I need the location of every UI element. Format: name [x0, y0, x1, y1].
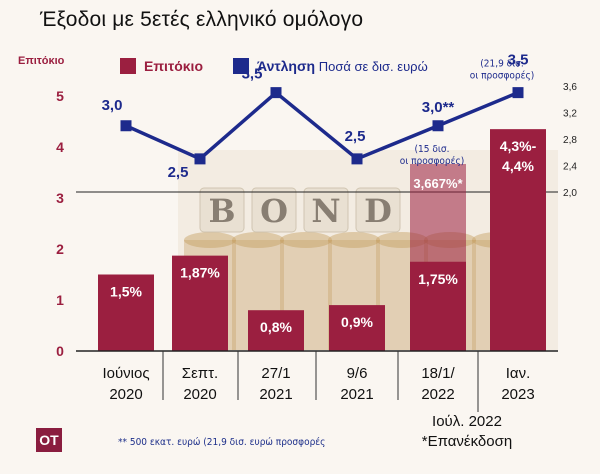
letter-block	[303, 187, 349, 233]
chart-title: Έξοδοι με 5ετές ελληνικό ομόλογο	[40, 8, 364, 31]
x-category-label: Ιούνιος	[102, 365, 149, 382]
x-category-label: 2021	[340, 386, 373, 403]
letter-block-glyph: D	[364, 192, 392, 230]
letter-block-glyph: O	[260, 192, 288, 230]
left-axis-tick-label: 4	[56, 139, 64, 155]
bar	[410, 261, 466, 351]
x-category-label: 2022	[421, 386, 454, 403]
x-category-label: 27/1	[261, 365, 290, 382]
amount-point	[194, 153, 206, 165]
amount-value-label: 3,0	[102, 97, 123, 114]
amount-value-label: 2,5	[168, 164, 189, 181]
left-axis-tick-label: 3	[56, 190, 64, 206]
bar-label-reissue: 3,667%*	[413, 176, 463, 191]
bar	[490, 129, 546, 351]
amount-note: οι προσφορές)	[400, 155, 465, 167]
bar-value-label: 0,8%	[260, 319, 292, 335]
x-category-extra-label: Ιούλ. 2022	[432, 413, 502, 430]
bar-value-label: 1,5%	[110, 284, 142, 300]
amount-point	[120, 120, 132, 132]
bar-value-label: 4,3%-	[500, 138, 537, 154]
amount-value-label: 3,5	[508, 52, 529, 69]
amount-note: οι προσφορές)	[470, 70, 535, 82]
bar	[98, 274, 154, 351]
bar	[329, 305, 385, 351]
right-axis-tick-label: 2,0	[563, 188, 577, 199]
legend-swatch-amount	[233, 58, 249, 74]
x-category-label: Σεπτ.	[182, 365, 218, 382]
left-axis-tick-label: 2	[56, 241, 64, 257]
left-axis-tick-label: 5	[56, 88, 64, 104]
amount-point	[351, 153, 363, 165]
coin-stack-top	[232, 232, 284, 248]
bar	[248, 310, 304, 351]
bar-value-label: 4,4%	[502, 158, 534, 174]
left-axis-tick-label: 0	[56, 343, 64, 359]
letter-block	[199, 187, 245, 233]
amount-note: (21,9 δισ.	[480, 59, 524, 70]
amount-point	[512, 87, 524, 99]
left-axis-title: Επιτόκιο	[18, 55, 65, 67]
bar-value-label: 1,75%	[418, 271, 458, 287]
x-category-label: 9/6	[347, 365, 368, 382]
amount-point	[432, 120, 444, 132]
coin-stack-top	[328, 232, 380, 248]
bar	[172, 255, 228, 351]
letter-block-glyph: N	[311, 192, 340, 230]
legend-label-rate: Επιτόκιο	[144, 58, 203, 74]
right-axis-tick-label: 3,2	[563, 109, 577, 120]
x-category-label: 2023	[501, 386, 534, 403]
letter-block	[355, 187, 401, 233]
amount-value-label: 3,5	[242, 66, 263, 83]
letter-block	[251, 187, 297, 233]
bar-value-label: 1,87%	[180, 265, 220, 281]
letter-block-glyph: B	[208, 192, 235, 230]
coin-stack-top	[184, 232, 236, 248]
bar-value-label: 0,9%	[341, 314, 373, 330]
right-axis-tick-label: 2,8	[563, 135, 577, 146]
amount-point	[270, 87, 282, 99]
ot-logo: OT	[36, 428, 62, 452]
amount-value-label: 3,0**	[422, 99, 455, 116]
legend-swatch-rate	[120, 58, 136, 74]
x-category-label: 2020	[109, 386, 142, 403]
right-axis-tick-label: 3,6	[563, 82, 577, 93]
x-category-label: 2020	[183, 386, 216, 403]
right-axis-tick-label: 2,4	[563, 162, 577, 173]
legend-label-amount: Άντληση Ποσά σε δισ. ευρώ	[257, 58, 428, 74]
x-category-extra-label: *Επανέκδοση	[422, 433, 512, 450]
amount-value-label: 2,5	[345, 128, 366, 145]
amount-note: (15 δισ.	[415, 144, 450, 155]
coin-stack-top	[280, 232, 332, 248]
left-axis-tick-label: 1	[56, 292, 64, 308]
footnote: ** 500 εκατ. ευρώ (21,9 δισ. ευρώ προσφο…	[118, 437, 326, 448]
x-category-label: Ιαν.	[506, 365, 531, 382]
x-category-label: 18/1/	[421, 365, 455, 382]
amount-line	[125, 90, 519, 161]
x-category-label: 2021	[259, 386, 292, 403]
